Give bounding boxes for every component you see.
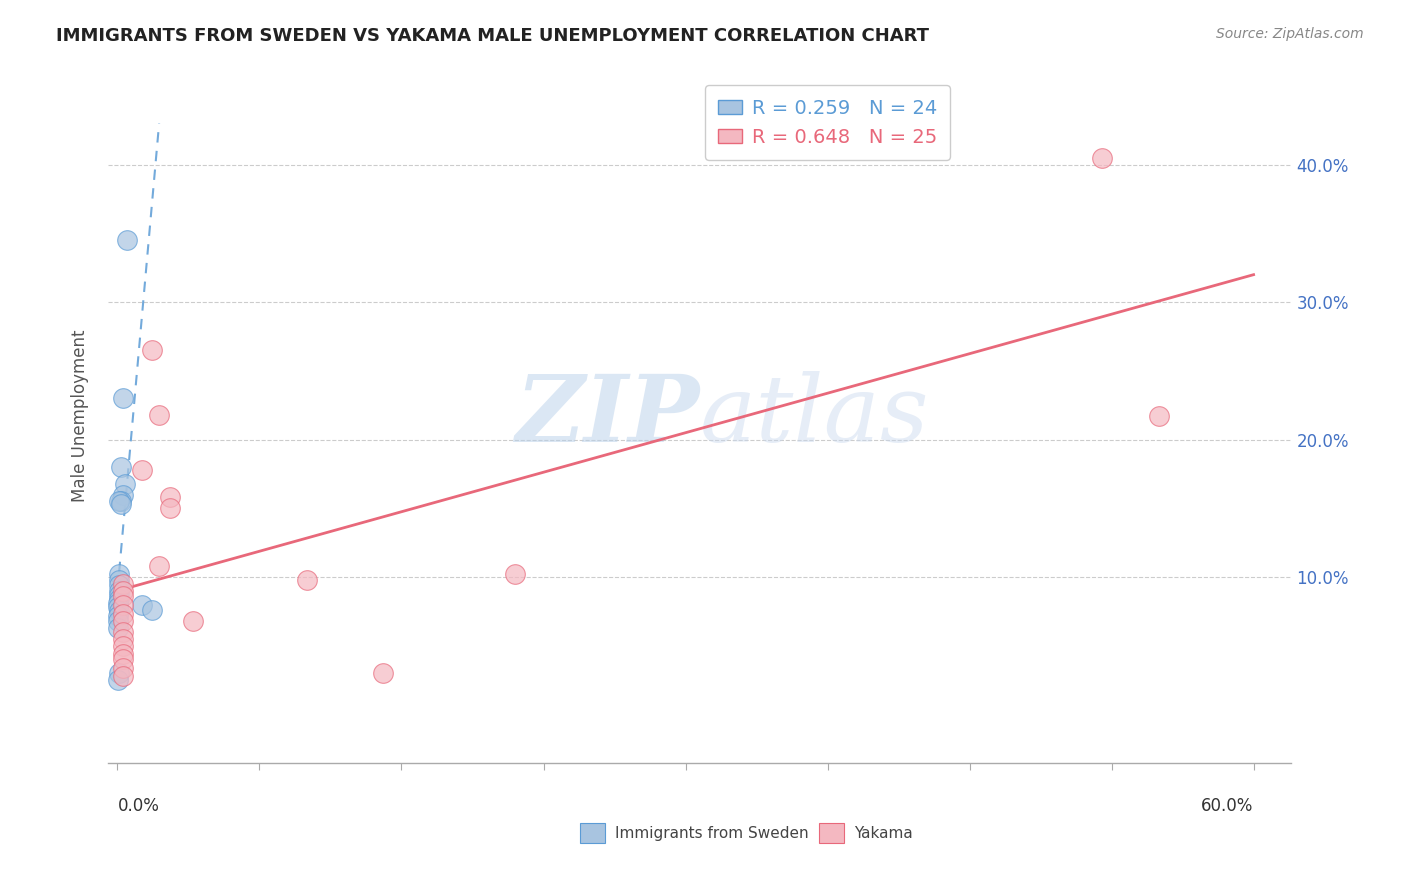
Point (108, 573, 131, 587)
Point (108, 494, 131, 508)
Point (108, 567, 131, 582)
Point (1091, 151, 1114, 165)
Point (148, 559, 170, 574)
Point (141, 343, 163, 358)
Legend: R = 0.259   N = 24, R = 0.648   N = 25: R = 0.259 N = 24, R = 0.648 N = 25 (704, 85, 950, 161)
Point (295, 573, 318, 587)
Point (107, 673, 129, 687)
Point (112, 652, 135, 666)
Point (110, 497, 132, 511)
Point (114, 476, 136, 491)
Point (112, 598, 135, 612)
Point (141, 603, 163, 617)
Point (112, 614, 135, 628)
Point (112, 625, 135, 640)
Text: ZIP: ZIP (516, 370, 700, 460)
Point (107, 596, 129, 610)
Point (112, 639, 135, 653)
Point (181, 614, 204, 628)
Point (108, 588, 131, 602)
Point (107, 608, 129, 623)
Point (112, 607, 135, 621)
Text: Immigrants from Sweden: Immigrants from Sweden (614, 826, 808, 840)
Point (108, 583, 131, 598)
Point (112, 392, 135, 406)
Text: atlas: atlas (700, 370, 929, 460)
Point (107, 621, 129, 635)
Point (159, 491, 181, 505)
Point (112, 647, 135, 661)
Point (112, 583, 135, 598)
Point (371, 666, 394, 681)
Point (503, 567, 526, 582)
Point (115, 233, 138, 247)
Point (112, 669, 135, 683)
Point (108, 666, 131, 681)
Point (131, 598, 153, 612)
Text: 60.0%: 60.0% (1201, 797, 1254, 815)
Point (131, 463, 153, 477)
Point (159, 501, 181, 516)
Point (107, 600, 129, 615)
Text: 0.0%: 0.0% (118, 797, 159, 815)
Point (112, 577, 135, 591)
Text: IMMIGRANTS FROM SWEDEN VS YAKAMA MALE UNEMPLOYMENT CORRELATION CHART: IMMIGRANTS FROM SWEDEN VS YAKAMA MALE UN… (56, 27, 929, 45)
Point (1147, 409, 1170, 424)
Point (112, 487, 135, 501)
Point (108, 592, 131, 607)
Point (107, 614, 129, 628)
Point (112, 589, 135, 603)
Point (112, 632, 135, 646)
Point (110, 460, 132, 475)
Text: Source: ZipAtlas.com: Source: ZipAtlas.com (1216, 27, 1364, 41)
Y-axis label: Male Unemployment: Male Unemployment (72, 329, 89, 502)
Point (148, 408, 170, 422)
Point (108, 578, 131, 592)
Text: Yakama: Yakama (853, 826, 912, 840)
Point (108, 604, 131, 618)
Point (112, 661, 135, 675)
Point (110, 494, 132, 508)
